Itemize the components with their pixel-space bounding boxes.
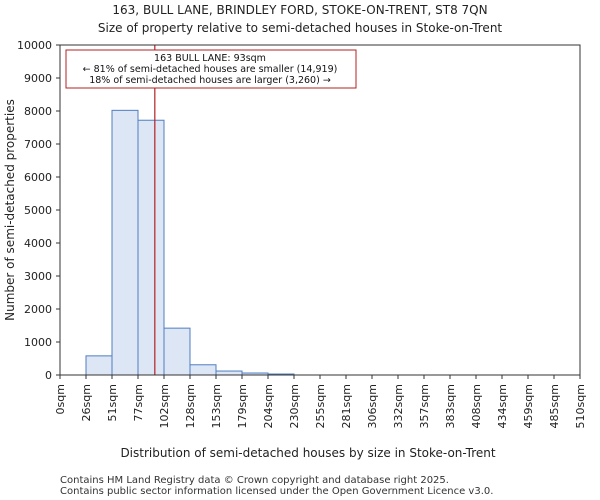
- bar-102sqm: [163, 327, 191, 376]
- chart-subtitle: Size of property relative to semi-detach…: [98, 21, 503, 35]
- annotation-box: 163 BULL LANE: 93sqm ← 81% of semi-detac…: [65, 49, 357, 89]
- bar-153sqm: [215, 370, 243, 376]
- x-tick-label-51sqm: 51sqm: [106, 384, 119, 421]
- x-tick-label-0sqm: 0sqm: [54, 384, 67, 414]
- bar-77sqm: [137, 119, 165, 376]
- x-tick-label-434sqm: 434sqm: [496, 384, 509, 428]
- annotation-line-3: 18% of semi-detached houses are larger (…: [89, 75, 331, 86]
- x-tick-label-357sqm: 357sqm: [418, 384, 431, 428]
- y-axis: 0 1000 2000 3000 4000 5000 6000 7000 8000 9000 100…: [17, 39, 60, 382]
- y-axis-label: Number of semi-detached properties: [3, 99, 17, 321]
- y-tick-label-3000: 3000: [24, 270, 52, 283]
- x-tick-label-255sqm: 255sqm: [314, 384, 327, 428]
- y-tick-label-8000: 8000: [24, 105, 52, 118]
- x-tick-label-153sqm: 153sqm: [210, 384, 223, 428]
- y-tick-label-9000: 9000: [24, 72, 52, 85]
- annotation-frame: [65, 49, 357, 89]
- chart-title: 163, BULL LANE, BRINDLEY FORD, STOKE-ON-…: [112, 3, 487, 17]
- bar-26sqm: [85, 355, 113, 376]
- x-tick-label-485sqm: 485sqm: [548, 384, 561, 428]
- x-tick-label-383sqm: 383sqm: [444, 384, 457, 428]
- x-tick-label-306sqm: 306sqm: [366, 384, 379, 428]
- x-axis: 0sqm 26sqm 51sqm 77sqm 102sqm 128sqm 153sqm 179…: [54, 375, 587, 428]
- y-tick-label-6000: 6000: [24, 171, 52, 184]
- x-tick-label-408sqm: 408sqm: [470, 384, 483, 428]
- y-tick-label-2000: 2000: [24, 303, 52, 316]
- y-tick-label-10000: 10000: [17, 39, 52, 52]
- x-tick-label-128sqm: 128sqm: [184, 384, 197, 428]
- bar-128sqm: [189, 364, 217, 376]
- x-tick-label-332sqm: 332sqm: [392, 384, 405, 428]
- y-tick-label-7000: 7000: [24, 138, 52, 151]
- y-tick-label-1000: 1000: [24, 336, 52, 349]
- footer-line-1: Contains HM Land Registry data © Crown c…: [60, 475, 449, 486]
- x-tick-label-204sqm: 204sqm: [262, 384, 275, 428]
- x-tick-label-459sqm: 459sqm: [522, 384, 535, 428]
- y-tick-label-0: 0: [45, 369, 52, 382]
- footer-line-2: Contains public sector information licen…: [60, 486, 493, 497]
- x-tick-label-179sqm: 179sqm: [236, 384, 249, 428]
- x-tick-label-230sqm: 230sqm: [288, 384, 301, 428]
- bar-51sqm: [111, 109, 139, 376]
- x-tick-label-510sqm: 510sqm: [574, 384, 587, 428]
- annotation-line-2: ← 81% of semi-detached houses are smalle…: [83, 64, 338, 75]
- x-tick-label-102sqm: 102sqm: [158, 384, 171, 428]
- x-tick-label-26sqm: 26sqm: [80, 384, 93, 421]
- x-tick-label-281sqm: 281sqm: [340, 384, 353, 428]
- y-tick-label-4000: 4000: [24, 237, 52, 250]
- annotation-line-1: 163 BULL LANE: 93sqm: [154, 53, 266, 64]
- y-tick-label-5000: 5000: [24, 204, 52, 217]
- bars: [85, 109, 295, 376]
- x-tick-label-77sqm: 77sqm: [132, 384, 145, 421]
- x-axis-label: Distribution of semi-detached houses by …: [120, 446, 495, 460]
